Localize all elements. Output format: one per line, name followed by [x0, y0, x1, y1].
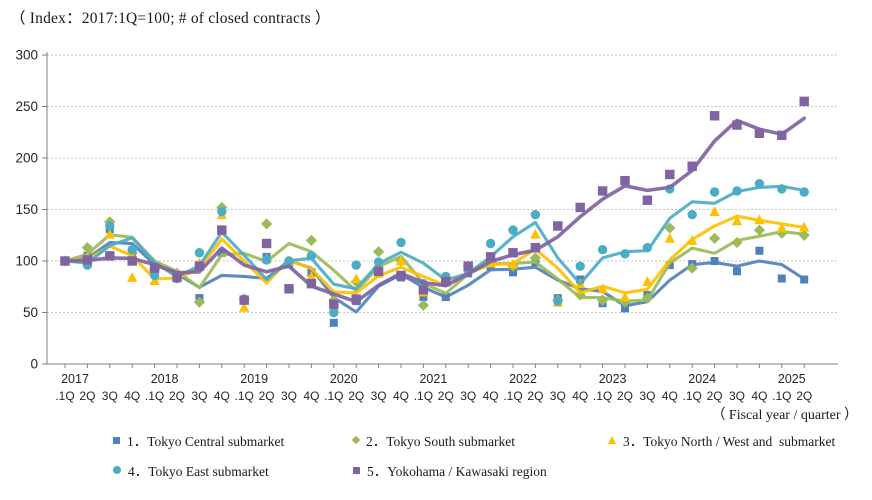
x-tick-label: .1Q: [235, 389, 254, 403]
x-tick-label: 2Q: [617, 389, 633, 403]
x-tick-label: .1Q: [593, 389, 612, 403]
x-tick-label: .1Q: [145, 389, 164, 403]
x-tick-label: 3Q: [191, 389, 207, 403]
x-tick-label: .1Q: [324, 389, 343, 403]
x-tick-label: 4Q: [303, 389, 319, 403]
x-year-label: 2023: [599, 372, 627, 386]
x-tick-label: 3Q: [460, 389, 476, 403]
series-line-5: [63, 116, 806, 304]
legend-item-tokyo-east: 4．Tokyo East submarket: [113, 460, 269, 480]
square-marker-icon: [113, 436, 120, 444]
y-tick-label: 0: [30, 357, 38, 372]
legend-label: 4．Tokyo East submarket: [128, 464, 269, 479]
x-year-label: 2021: [419, 372, 447, 386]
series-markers-3: [59, 206, 810, 312]
legend-item-tokyo-south: 2．Tokyo South submarket: [351, 430, 516, 450]
x-tick-label: 4Q: [483, 389, 499, 403]
x-tick-label: 3Q: [371, 389, 387, 403]
x-tick-label: 4Q: [662, 389, 678, 403]
y-tick-label: 250: [15, 99, 38, 114]
x-tick-label: .1Q: [55, 389, 74, 403]
legend-item-tokyo-central: 1．Tokyo Central submarket: [113, 430, 284, 450]
x-tick-label: 2Q: [707, 389, 723, 403]
x-tick-label: .1Q: [414, 389, 433, 403]
x-year-label: 2024: [688, 372, 716, 386]
x-tick-label: .1Q: [683, 389, 702, 403]
legend-label: 1．Tokyo Central submarket: [127, 434, 285, 449]
x-tick-label: 2Q: [169, 389, 185, 403]
legend-label: 2．Tokyo South submarket: [366, 434, 516, 449]
x-tick-label: 3Q: [281, 389, 297, 403]
diamond-marker-icon: [351, 435, 361, 445]
legend-label: 3．Tokyo North / West and submarket: [623, 434, 836, 449]
x-tick-label: .1Q: [772, 389, 791, 403]
x-axis-note: （ Fiscal year / quarter ）: [711, 408, 858, 423]
x-tick-label: 3Q: [639, 389, 655, 403]
x-tick-label: 3Q: [729, 389, 745, 403]
x-year-label: 2018: [151, 372, 179, 386]
triangle-marker-icon: [608, 436, 616, 444]
legend-item-yokohama-kawasaki: 5．Yokohama / Kawasaki region: [353, 460, 547, 480]
x-year-label: 2022: [509, 372, 537, 386]
chart-title: （ Index：2017:1Q=100; # of closed contrac…: [10, 10, 331, 27]
x-tick-label: 4Q: [393, 389, 409, 403]
x-tick-label: 4Q: [214, 389, 230, 403]
x-year-label: 2017: [61, 372, 89, 386]
x-tick-label: 2Q: [796, 389, 812, 403]
series-markers-5: [60, 96, 809, 309]
square-marker-icon: [353, 466, 360, 474]
series-line-2: [63, 230, 806, 303]
chart-canvas: 0 50 100 150 200 250 300 .1Q 2Q 3Q 4Q .1Q 2Q 3Q 4Q .1Q 2…: [15, 48, 838, 403]
legend-row: 1．Tokyo Central submarket 2．Tokyo South …: [0, 430, 872, 454]
legend-item-tokyo-north-west: 3．Tokyo North / West and submarket: [608, 430, 835, 450]
circle-marker-icon: [113, 466, 121, 474]
x-tick-label: 4Q: [572, 389, 588, 403]
x-tick-label: 3Q: [550, 389, 566, 403]
x-tick-label: .1Q: [503, 389, 522, 403]
legend-label: 5．Yokohama / Kawasaki region: [367, 464, 547, 479]
x-year-label: 2025: [778, 372, 806, 386]
x-tick-label: 2Q: [348, 389, 364, 403]
x-year-label: 2019: [240, 372, 268, 386]
y-tick-label: 150: [15, 202, 38, 217]
x-tick-label: 2Q: [527, 389, 543, 403]
x-tick-label: 4Q: [124, 389, 140, 403]
x-tick-label: 4Q: [751, 389, 767, 403]
series-markers-2: [59, 201, 810, 311]
x-year-label: 2020: [330, 372, 358, 386]
y-tick-label: 200: [15, 151, 38, 166]
legend-row: 4．Tokyo East submarket 5．Yokohama / Kawa…: [0, 460, 872, 484]
x-tick-label: 2Q: [79, 389, 95, 403]
y-tick-label: 50: [23, 305, 38, 320]
x-tick-label: 3Q: [102, 389, 118, 403]
x-tick-label: 2Q: [438, 389, 454, 403]
y-tick-label: 100: [15, 254, 38, 269]
x-tick-label: 2Q: [259, 389, 275, 403]
y-tick-label: 300: [15, 48, 38, 63]
